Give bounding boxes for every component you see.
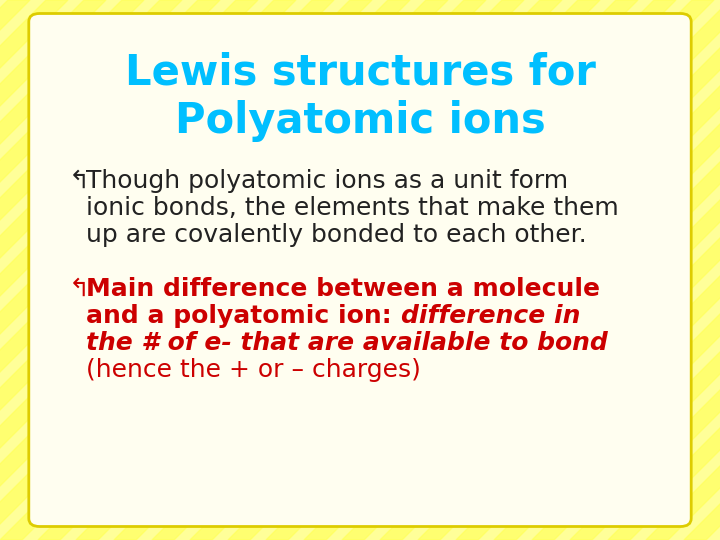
Text: up are covalently bonded to each other.: up are covalently bonded to each other.: [86, 223, 587, 247]
Polygon shape: [0, 0, 334, 540]
Text: ↰: ↰: [68, 277, 89, 301]
Text: and a polyatomic ion:: and a polyatomic ion:: [86, 304, 401, 328]
Polygon shape: [114, 0, 676, 540]
Polygon shape: [0, 0, 486, 540]
Polygon shape: [456, 0, 720, 540]
Text: difference in: difference in: [401, 304, 580, 328]
Polygon shape: [266, 0, 720, 540]
Polygon shape: [152, 0, 714, 540]
Polygon shape: [0, 0, 296, 540]
Polygon shape: [418, 0, 720, 540]
Polygon shape: [380, 0, 720, 540]
Polygon shape: [0, 0, 448, 540]
Polygon shape: [0, 0, 258, 540]
Polygon shape: [0, 0, 372, 540]
Polygon shape: [0, 0, 524, 540]
Polygon shape: [0, 0, 410, 540]
Text: and a polyatomic ion:: and a polyatomic ion:: [86, 304, 401, 328]
Polygon shape: [0, 0, 182, 540]
Polygon shape: [0, 0, 68, 540]
Text: Though polyatomic ions as a unit form: Though polyatomic ions as a unit form: [86, 169, 569, 193]
Text: Main difference between a molecule: Main difference between a molecule: [86, 277, 600, 301]
Text: the # of e- that are available to bond: the # of e- that are available to bond: [86, 331, 608, 355]
Polygon shape: [0, 0, 220, 540]
Polygon shape: [532, 0, 720, 540]
Polygon shape: [38, 0, 600, 540]
Text: ionic bonds, the elements that make them: ionic bonds, the elements that make them: [86, 196, 619, 220]
Polygon shape: [570, 0, 720, 540]
Polygon shape: [646, 0, 720, 540]
Polygon shape: [304, 0, 720, 540]
Text: ↰: ↰: [68, 169, 89, 193]
Polygon shape: [0, 0, 106, 540]
Text: Polyatomic ions: Polyatomic ions: [175, 100, 545, 143]
Polygon shape: [342, 0, 720, 540]
Polygon shape: [494, 0, 720, 540]
Text: Lewis structures for: Lewis structures for: [125, 52, 595, 94]
Polygon shape: [684, 0, 720, 540]
Text: (hence the + or – charges): (hence the + or – charges): [86, 358, 421, 382]
Polygon shape: [228, 0, 720, 540]
Polygon shape: [76, 0, 638, 540]
Polygon shape: [190, 0, 720, 540]
Polygon shape: [608, 0, 720, 540]
Polygon shape: [0, 0, 562, 540]
Polygon shape: [0, 0, 144, 540]
Polygon shape: [0, 0, 30, 540]
